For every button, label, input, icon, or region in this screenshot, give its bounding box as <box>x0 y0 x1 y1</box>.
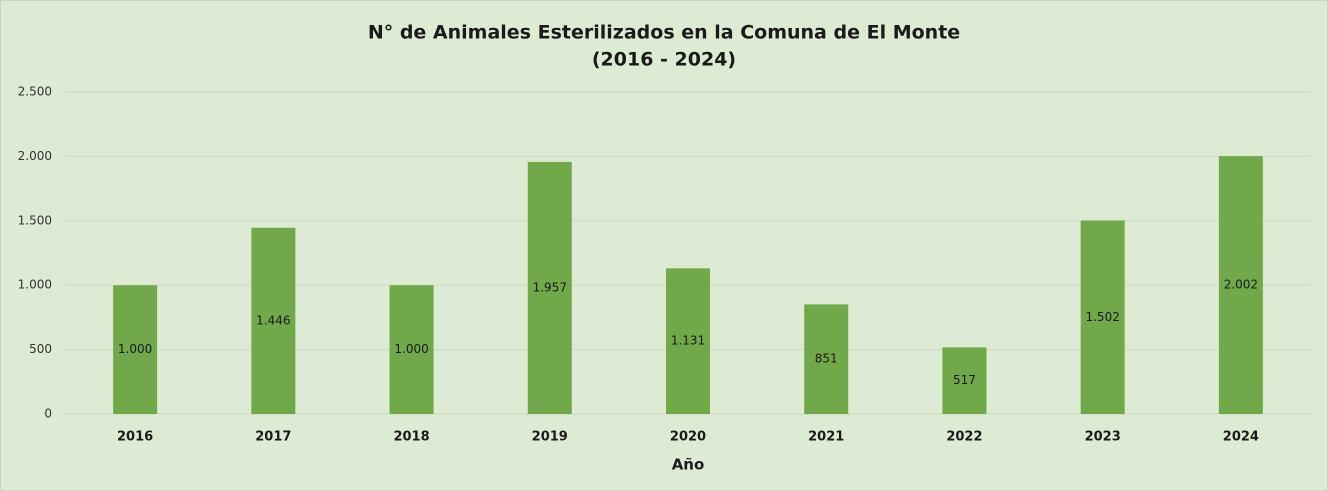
x-tick-label: 2018 <box>393 430 429 445</box>
y-tick-label: 1.500 <box>18 213 52 227</box>
y-tick-label: 0 <box>44 407 52 421</box>
value-label: 517 <box>953 373 976 387</box>
x-axis-label: Año <box>672 456 705 474</box>
x-tick-label: 2022 <box>946 430 982 445</box>
y-tick-label: 500 <box>29 342 52 356</box>
value-label: 1.000 <box>394 342 428 356</box>
value-label: 1.000 <box>118 342 152 356</box>
x-tick-label: 2020 <box>670 430 706 445</box>
chart-subtitle: (2016 - 2024) <box>592 49 736 71</box>
bar <box>527 161 572 414</box>
value-label: 1.131 <box>671 334 705 348</box>
chart-title: N° de Animales Esterilizados en la Comun… <box>368 22 960 44</box>
bar <box>251 227 296 414</box>
x-tick-label: 2017 <box>255 430 291 445</box>
bar <box>389 285 434 414</box>
bar <box>804 304 849 414</box>
bar <box>666 268 710 414</box>
bar <box>1080 220 1125 414</box>
x-tick-label: 2016 <box>117 430 153 445</box>
value-label: 1.502 <box>1085 310 1119 324</box>
value-label: 1.446 <box>256 313 290 327</box>
bar <box>113 285 158 414</box>
y-tick-label: 1.000 <box>18 278 52 292</box>
value-label: 851 <box>815 352 838 366</box>
value-label: 2.002 <box>1224 278 1258 292</box>
bar <box>1218 156 1263 414</box>
y-tick-label: 2.500 <box>18 85 52 99</box>
x-tick-label: 2024 <box>1223 430 1259 445</box>
value-label: 1.957 <box>533 280 567 294</box>
bar <box>942 347 987 414</box>
x-tick-label: 2021 <box>808 430 844 445</box>
y-tick-label: 2.000 <box>18 149 52 163</box>
x-tick-label: 2019 <box>532 430 568 445</box>
x-tick-label: 2023 <box>1085 430 1121 445</box>
